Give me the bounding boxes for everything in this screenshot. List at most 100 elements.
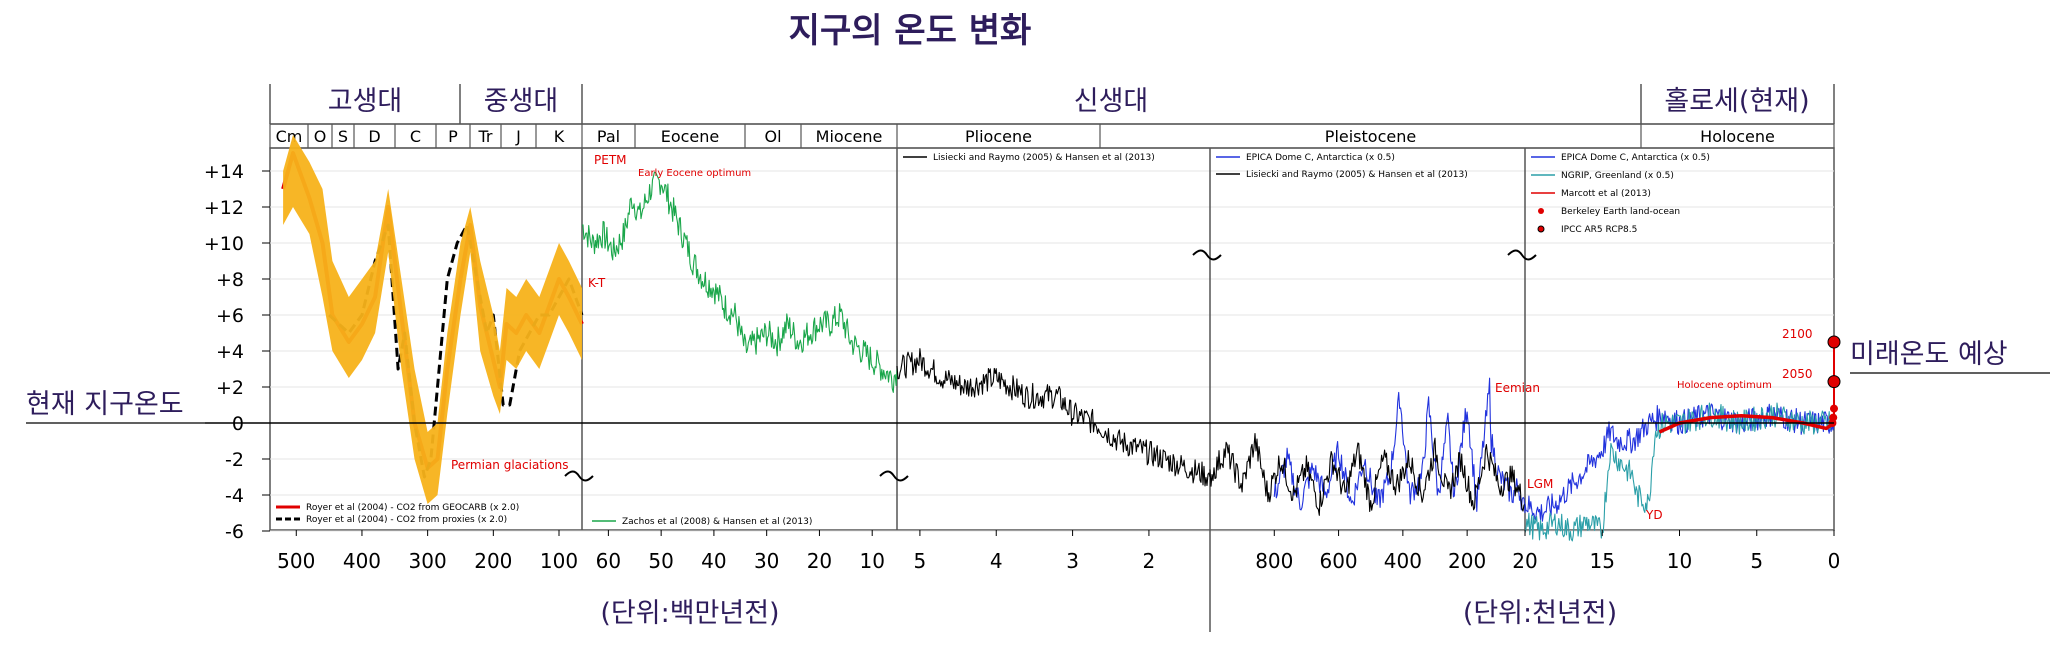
- annotation-2050: 2050: [1782, 367, 1813, 381]
- legend-entry: Berkeley Earth land-ocean: [1561, 207, 1680, 217]
- y-tick-label: -4: [225, 485, 244, 507]
- legend-entry: EPICA Dome C, Antarctica (x 0.5): [1246, 153, 1395, 163]
- series-pliocene-0: [896, 348, 1211, 487]
- legend-entry: Lisiecki and Raymo (2005) & Hansen et al…: [1246, 170, 1468, 180]
- x-tick-label: 800: [1255, 549, 1293, 573]
- period-label-o: O: [314, 127, 327, 146]
- legend-entry: Lisiecki and Raymo (2005) & Hansen et al…: [933, 153, 1155, 163]
- period-label-eocene: Eocene: [661, 127, 720, 146]
- series-layer: [281, 135, 1841, 542]
- y-tick-label: -6: [225, 521, 244, 543]
- y-tick-label: -2: [225, 449, 244, 471]
- series-holocene-1: [1524, 402, 1835, 542]
- series-pleistocene-0: [1273, 377, 1526, 514]
- x-tick-label: 500: [277, 549, 315, 573]
- x-tick-label: 20: [807, 549, 832, 573]
- era-label-holocene: 홀로세(현재): [1664, 86, 1809, 117]
- period-header: Cm O S D C P Tr J K Pal Eocene Ol Miocene Pliocene Ple…: [269, 123, 1835, 149]
- series-paleozoic-mesozoic-1: [328, 223, 584, 479]
- x-tick-label: 200: [474, 549, 512, 573]
- series-holocene-2: [1658, 414, 1836, 434]
- era-label-paleozoic: 고생대: [328, 86, 403, 117]
- x-tick-label: 30: [754, 549, 779, 573]
- scale-break-icons: [564, 249, 1537, 482]
- legend-entry: Zachos et al (2008) & Hansen et al (2013…: [622, 517, 812, 527]
- y-tick-label: +4: [216, 341, 244, 363]
- period-label-d: D: [368, 127, 380, 146]
- period-label-tr: Tr: [478, 127, 493, 146]
- x-tick-label: 100: [540, 549, 578, 573]
- period-label-j: J: [515, 127, 521, 146]
- series-holocene-4-point: [1827, 375, 1841, 389]
- x-tick-label: 10: [1667, 549, 1692, 573]
- legend-swatch: [1538, 208, 1544, 214]
- y-tick-label: +12: [204, 197, 244, 219]
- future-temp-label: 미래온도 예상: [1850, 339, 2008, 370]
- annotation-early-eocene: Early Eocene optimum: [638, 168, 751, 179]
- annotation-kt: K-T: [588, 276, 606, 290]
- scale-break-icon: [564, 470, 594, 482]
- series-pleistocene-1: [1209, 433, 1526, 516]
- legend-entry: Royer et al (2004) - CO2 from GEOCARB (x…: [306, 503, 519, 513]
- legend-entry: NGRIP, Greenland (x 0.5): [1561, 171, 1674, 181]
- period-label-cm: Cm: [276, 127, 303, 146]
- annotation-lgm: LGM: [1527, 477, 1553, 491]
- x-axis: 500 400 300 200 100 60 50 40 30 20 10 5 4 3 2 800 600 400…: [277, 530, 1840, 573]
- x-tick-label: 50: [648, 549, 673, 573]
- y-tick-label: +14: [204, 161, 244, 183]
- x-tick-label: 40: [701, 549, 726, 573]
- legend-entry: Marcott et al (2013): [1561, 189, 1651, 199]
- x-tick-label: 5: [1750, 549, 1763, 573]
- series-holocene-4-point: [1827, 335, 1841, 349]
- period-label-ol: Ol: [764, 127, 781, 146]
- x-tick-label: 600: [1319, 549, 1357, 573]
- y-tick-label: 0: [232, 413, 244, 435]
- annotation-petm: PETM: [594, 153, 627, 167]
- era-label-mesozoic: 중생대: [484, 86, 559, 117]
- x-tick-label: 2: [1143, 549, 1156, 573]
- unit-label-million: (단위:백만년전): [600, 598, 779, 629]
- period-label-c: C: [410, 127, 421, 146]
- scale-break-icon: [1192, 249, 1222, 261]
- x-tick-label: 200: [1448, 549, 1486, 573]
- era-label-cenozoic: 신생대: [1074, 86, 1149, 117]
- annotations: Permian glaciations PETM Early Eocene op…: [451, 153, 1813, 522]
- x-tick-label: 15: [1590, 549, 1615, 573]
- x-tick-label: 5: [914, 549, 927, 573]
- period-label-s: S: [338, 127, 348, 146]
- legend-entry: IPCC AR5 RCP8.5: [1561, 225, 1637, 235]
- y-axis: +14 +12 +10 +8 +6 +4 +2 0 -2 -4 -6: [204, 161, 270, 543]
- x-tick-label: 10: [859, 549, 884, 573]
- era-header: 고생대 중생대 신생대 홀로세(현재): [269, 84, 1835, 125]
- annotation-permian: Permian glaciations: [451, 458, 569, 472]
- annotation-yd: YD: [1645, 508, 1663, 522]
- legend-swatch: [1537, 225, 1545, 233]
- series-paleozoic-mesozoic-2-band: [283, 135, 582, 504]
- scale-break-icon: [1507, 249, 1537, 261]
- y-tick-label: +2: [216, 377, 244, 399]
- current-temp-label: 현재 지구온도: [26, 389, 184, 420]
- y-tick-label: +6: [216, 305, 244, 327]
- legends: Royer et al (2004) - CO2 from GEOCARB (x…: [276, 153, 1710, 527]
- period-label-miocene: Miocene: [816, 127, 883, 146]
- legend-entry: Royer et al (2004) - CO2 from proxies (x…: [306, 515, 507, 525]
- x-tick-label: 400: [343, 549, 381, 573]
- x-tick-label: 20: [1512, 549, 1537, 573]
- period-label-p: P: [448, 127, 458, 146]
- series-cenozoic-0: [581, 171, 898, 393]
- scale-break-icon: [879, 470, 909, 482]
- x-tick-label: 4: [990, 549, 1003, 573]
- unit-label-thousand: (단위:천년전): [1463, 598, 1617, 629]
- period-label-k: K: [554, 127, 565, 146]
- period-label-holocene: Holocene: [1700, 127, 1775, 146]
- period-label-pleistocene: Pleistocene: [1325, 127, 1416, 146]
- period-label-pal: Pal: [597, 127, 620, 146]
- annotation-eemian: Eemian: [1495, 381, 1540, 395]
- x-tick-label: 60: [596, 549, 621, 573]
- x-tick-label: 0: [1828, 549, 1841, 573]
- x-tick-label: 300: [409, 549, 447, 573]
- period-label-pliocene: Pliocene: [965, 127, 1032, 146]
- x-tick-label: 400: [1384, 549, 1422, 573]
- legend-entry: EPICA Dome C, Antarctica (x 0.5): [1561, 153, 1710, 163]
